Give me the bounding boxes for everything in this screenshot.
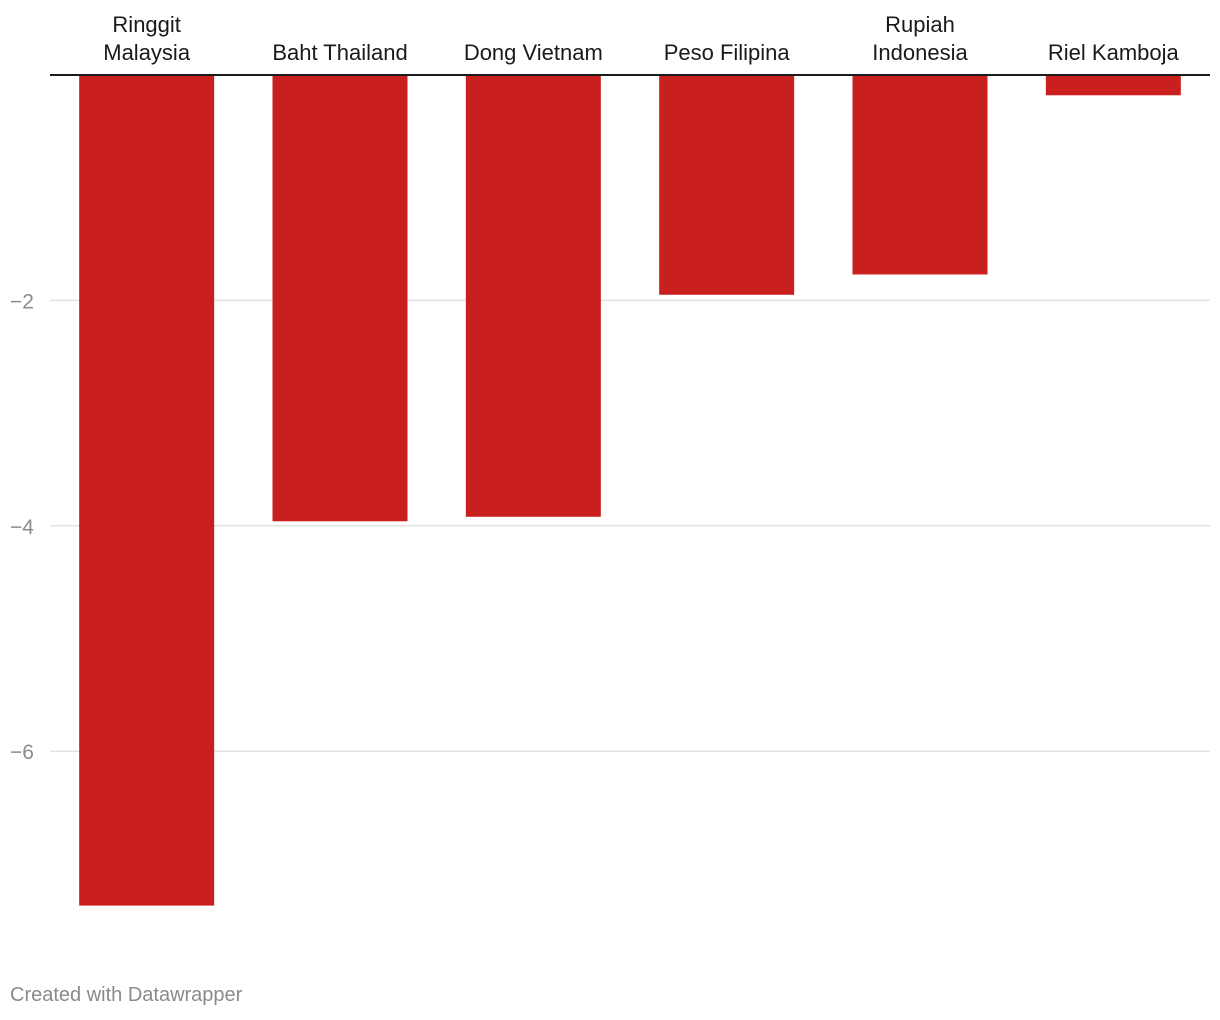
category-label: Riel Kamboja [1048,40,1180,65]
bar [79,75,215,906]
bar [272,75,408,522]
bars [79,75,1181,906]
y-tick-label: −2 [10,290,34,313]
gridlines [50,299,1210,752]
datawrapper-credit: Created with Datawrapper [10,984,243,1006]
category-label: Malaysia [103,40,191,65]
bar [1045,75,1181,96]
category-label: Dong Vietnam [464,40,603,65]
category-label: Peso Filipina [664,40,791,65]
y-tick-label: −4 [10,516,34,539]
category-label: Baht Thailand [272,40,407,65]
y-tick-label: −6 [10,741,34,764]
bar [659,75,795,295]
category-label: Ringgit [112,12,180,37]
category-labels: Ringgit Malaysia Baht Thailand Dong Vietnam… [103,12,1179,65]
category-label: Indonesia [872,40,968,65]
bar [852,75,988,275]
bar [465,75,601,517]
y-axis-ticks: −2 −4 −6 [10,290,34,764]
category-label: Rupiah [885,12,955,37]
